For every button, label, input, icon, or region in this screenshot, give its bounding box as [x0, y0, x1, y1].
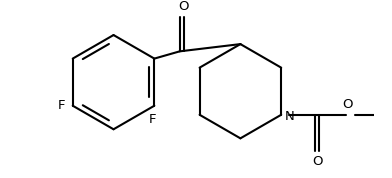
Text: O: O: [312, 155, 323, 168]
Text: O: O: [178, 0, 189, 13]
Text: F: F: [58, 99, 65, 112]
Text: N: N: [285, 110, 294, 123]
Text: F: F: [149, 113, 156, 126]
Text: O: O: [342, 98, 353, 111]
